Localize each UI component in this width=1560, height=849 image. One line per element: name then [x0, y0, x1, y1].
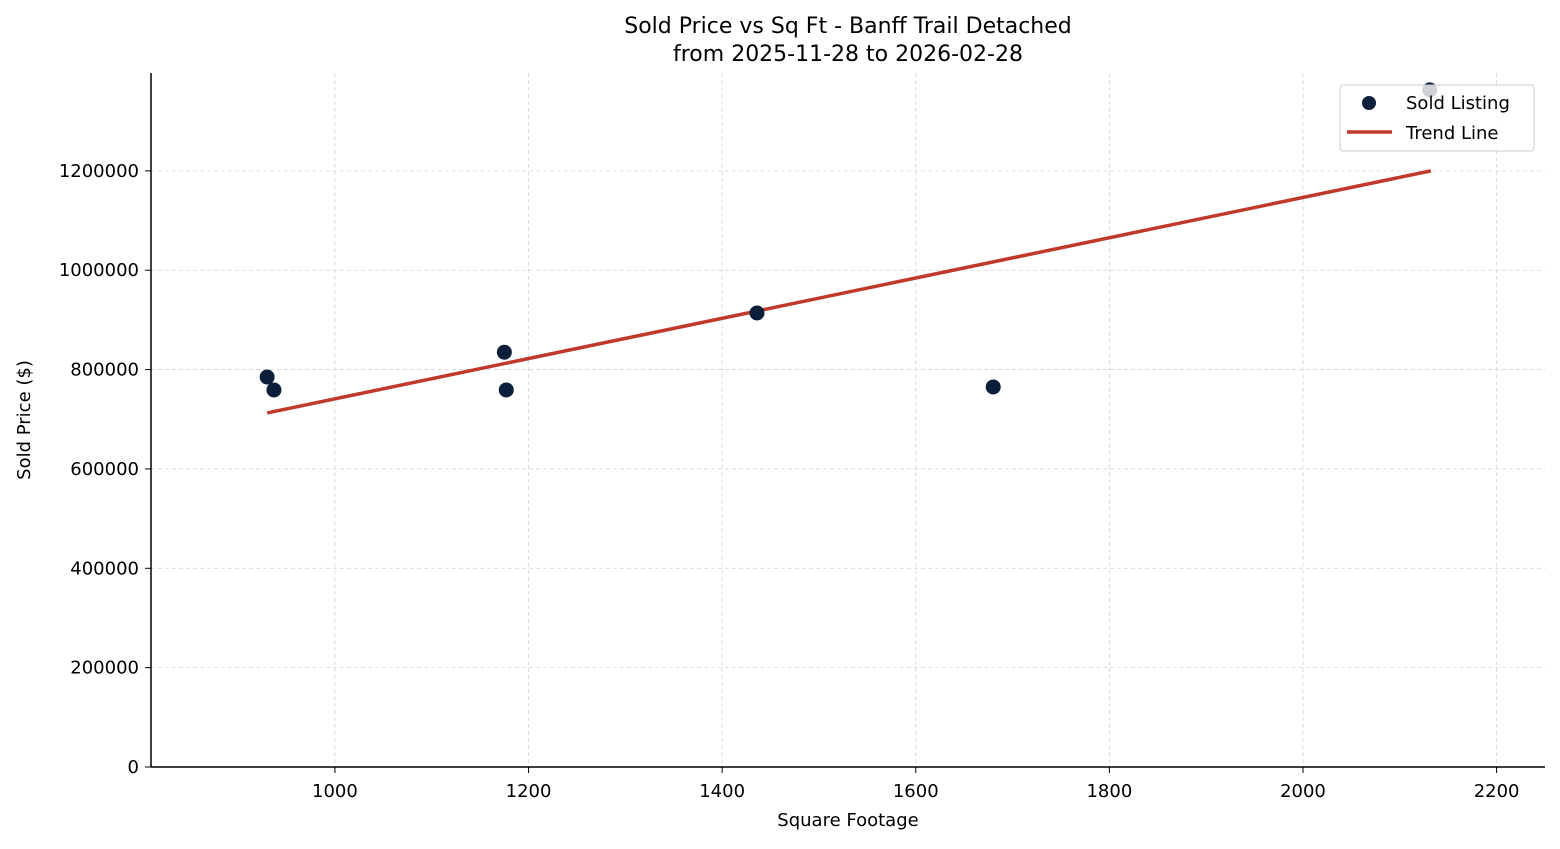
x-tick-label: 1000: [312, 781, 358, 802]
grid: [151, 73, 1545, 767]
data-point: [985, 379, 1001, 395]
data-point: [259, 369, 275, 385]
legend-marker-sold-listing: [1362, 96, 1376, 110]
legend-label-sold-listing: Sold Listing: [1406, 93, 1510, 114]
y-tick-label: 1200000: [59, 161, 139, 182]
y-tick-label: 600000: [70, 459, 139, 480]
x-tick-label: 2200: [1474, 781, 1520, 802]
y-tick-label: 1000000: [59, 260, 139, 281]
trend-line: [266, 169, 1432, 415]
x-tick-label: 1400: [699, 781, 745, 802]
plot-area: [259, 82, 1438, 415]
x-tick-label: 1600: [893, 781, 939, 802]
y-tick-label: 400000: [70, 558, 139, 579]
legend: Sold Listing Trend Line: [1339, 84, 1535, 152]
data-point: [498, 382, 514, 398]
x-axis-label: Square Footage: [777, 810, 918, 831]
y-tick-label: 800000: [70, 360, 139, 381]
y-axis-label: Sold Price ($): [14, 360, 35, 480]
legend-box: [1339, 84, 1535, 152]
data-point: [496, 344, 512, 360]
chart-subtitle: from 2025-11-28 to 2026-02-28: [673, 42, 1023, 67]
chart-title: Sold Price vs Sq Ft - Banff Trail Detach…: [624, 14, 1072, 39]
legend-label-trend-line: Trend Line: [1405, 123, 1499, 144]
x-tick-label: 1800: [1086, 781, 1132, 802]
x-tick-label: 2000: [1280, 781, 1326, 802]
axis-ticks: 1000 1200 1400 1600 1800 2000 2200 0 200000 40000…: [59, 161, 1520, 802]
y-tick-label: 0: [128, 757, 139, 778]
x-tick-label: 1200: [506, 781, 552, 802]
y-tick-label: 200000: [70, 658, 139, 679]
data-point: [266, 382, 282, 398]
data-point: [749, 305, 765, 321]
